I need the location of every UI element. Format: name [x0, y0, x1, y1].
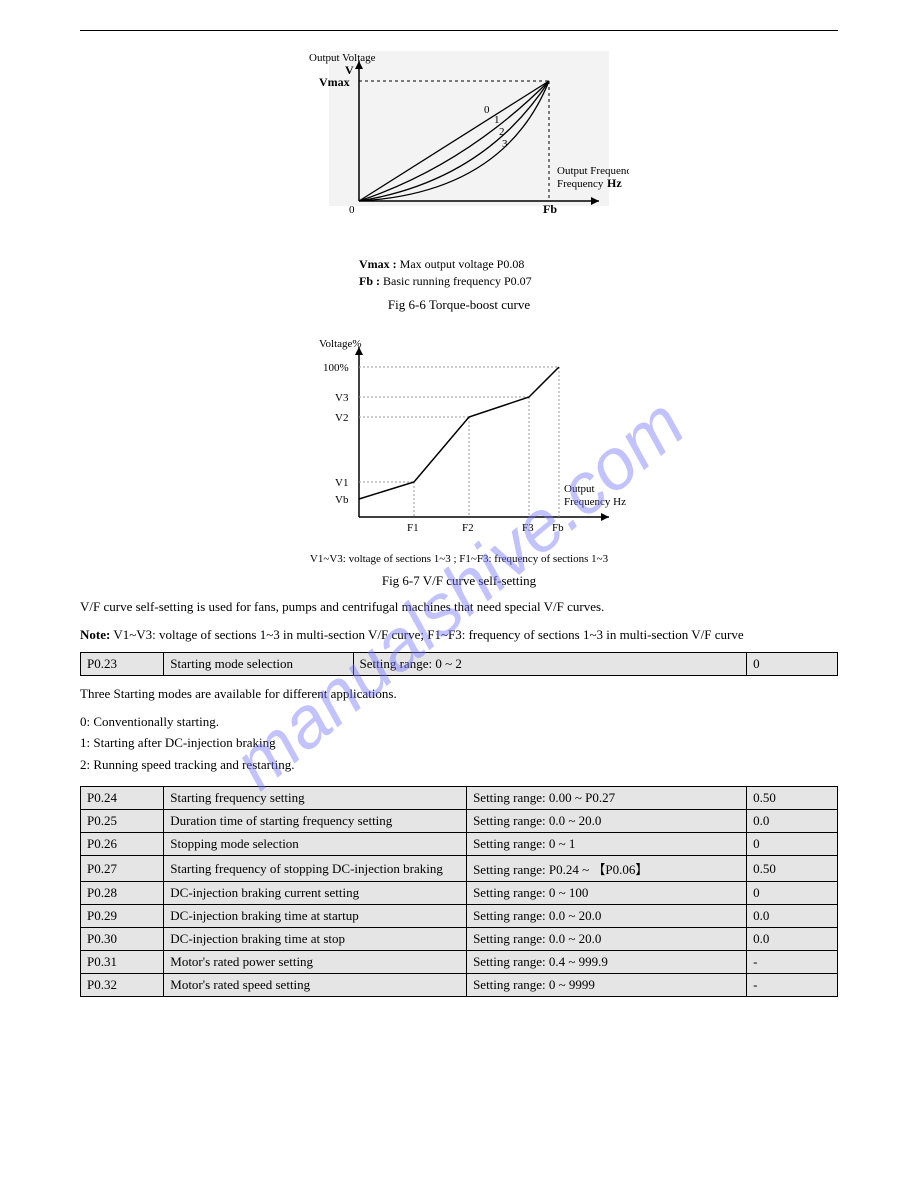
table-cell: Setting range: 0.0 ~ 20.0 — [467, 928, 747, 951]
table-cell: 0.0 — [747, 928, 838, 951]
curve-label-2: 2 — [499, 126, 505, 138]
c2-ylabel: Voltage% — [319, 338, 362, 350]
t1-c2: Setting range: 0 ~ 2 — [353, 653, 747, 676]
table-cell: 0.0 — [747, 810, 838, 833]
note-line: Note: V1~V3: voltage of sections 1~3 in … — [80, 625, 838, 645]
table-cell: 0 — [747, 882, 838, 905]
start-item-1: 1: Starting after DC-injection braking — [80, 733, 838, 753]
param-table-2: P0.24Starting frequency settingSetting r… — [80, 786, 838, 997]
table-cell: P0.27 — [81, 856, 164, 882]
table-cell: P0.28 — [81, 882, 164, 905]
table-cell: Stopping mode selection — [164, 833, 467, 856]
c2-y-100: 100% — [323, 362, 349, 374]
table-cell: 0.0 — [747, 905, 838, 928]
start-item-0: 0: Conventionally starting. — [80, 712, 838, 732]
table-cell: Starting frequency of stopping DC-inject… — [164, 856, 467, 882]
table-cell: P0.31 — [81, 951, 164, 974]
table-cell: Motor's rated power setting — [164, 951, 467, 974]
table-cell: P0.32 — [81, 974, 164, 997]
table-cell: P0.24 — [81, 787, 164, 810]
curve-label-1: 1 — [494, 114, 500, 126]
t1-c0: P0.23 — [81, 653, 164, 676]
figure-2: 100% V3 V2 V1 Vb F1 F2 F3 Fb Voltage% Ou… — [80, 327, 838, 589]
top-rule — [80, 30, 838, 31]
chart1-cap2-text: Basic running frequency P0.07 — [380, 274, 532, 288]
start-intro: Three Starting modes are available for d… — [80, 684, 838, 704]
table-row: P0.28DC-injection braking current settin… — [81, 882, 838, 905]
chart1-cap2-prefix: Fb : — [359, 274, 380, 288]
c2-y-v1: V1 — [335, 477, 348, 489]
table-cell: Setting range: 0.0 ~ 20.0 — [467, 905, 747, 928]
table-cell: Setting range: 0.4 ~ 999.9 — [467, 951, 747, 974]
chart1-svg: 0 1 2 3 Output Voltage V Vmax 0 Fb Outpu… — [289, 41, 629, 251]
curve-label-0: 0 — [484, 104, 490, 116]
chart1-xunit: Hz — [607, 176, 622, 190]
table-row: P0.25Duration time of starting frequency… — [81, 810, 838, 833]
figure-1: 0 1 2 3 Output Voltage V Vmax 0 Fb Outpu… — [80, 41, 838, 313]
table-row: P0.30DC-injection braking time at stopSe… — [81, 928, 838, 951]
c2-x-f3: F3 — [522, 522, 534, 534]
table-cell: Starting frequency setting — [164, 787, 467, 810]
chart1-ylabel: Output Voltage — [309, 52, 376, 64]
c2-x-f1: F1 — [407, 522, 419, 534]
table-cell: P0.30 — [81, 928, 164, 951]
svg-text:Frequency Hz: Frequency Hz — [564, 496, 626, 508]
chart1-vmax: Vmax — [319, 75, 350, 89]
table-row: P0.29DC-injection braking time at startu… — [81, 905, 838, 928]
param-table-1: P0.23 Starting mode selection Setting ra… — [80, 652, 838, 676]
table-cell: Duration time of starting frequency sett… — [164, 810, 467, 833]
table-cell: 0.50 — [747, 787, 838, 810]
table-cell: P0.26 — [81, 833, 164, 856]
table-cell: Setting range: P0.24 ~ 【P0.06】 — [467, 856, 747, 882]
table-cell: DC-injection braking time at startup — [164, 905, 467, 928]
svg-text:Frequency: Frequency — [557, 178, 604, 190]
svg-text:Output: Output — [564, 483, 595, 495]
chart1-cap1-prefix: Vmax : — [359, 257, 397, 271]
table-cell: P0.25 — [81, 810, 164, 833]
chart2-svg: 100% V3 V2 V1 Vb F1 F2 F3 Fb Voltage% Ou… — [279, 327, 639, 547]
c2-x-f2: F2 — [462, 522, 474, 534]
table-cell: Motor's rated speed setting — [164, 974, 467, 997]
chart2-fig-caption: Fig 6-7 V/F curve self-setting — [80, 573, 838, 589]
table-cell: Setting range: 0 ~ 1 — [467, 833, 747, 856]
c2-y-vb: Vb — [335, 494, 349, 506]
chart1-origin: 0 — [349, 204, 355, 216]
start-item-2: 2: Running speed tracking and restarting… — [80, 755, 838, 775]
table-cell: DC-injection braking time at stop — [164, 928, 467, 951]
note-label: Note: — [80, 627, 110, 642]
curve-label-3: 3 — [502, 138, 508, 150]
table-cell: Setting range: 0.00 ~ P0.27 — [467, 787, 747, 810]
c2-y-v3: V3 — [335, 392, 349, 404]
table-cell: P0.29 — [81, 905, 164, 928]
table-row: P0.24Starting frequency settingSetting r… — [81, 787, 838, 810]
table-row: P0.32Motor's rated speed settingSetting … — [81, 974, 838, 997]
table-cell: DC-injection braking current setting — [164, 882, 467, 905]
note-text: V1~V3: voltage of sections 1~3 in multi-… — [110, 627, 743, 642]
table-cell: - — [747, 974, 838, 997]
c2-x-fb: Fb — [552, 522, 564, 534]
table-cell: Setting range: 0 ~ 100 — [467, 882, 747, 905]
t1-c1: Starting mode selection — [164, 653, 353, 676]
c2-y-v2: V2 — [335, 412, 348, 424]
table-cell: Setting range: 0 ~ 9999 — [467, 974, 747, 997]
table-row: P0.27Starting frequency of stopping DC-i… — [81, 856, 838, 882]
chart2-caption: V1~V3: voltage of sections 1~3 ; F1~F3: … — [279, 553, 639, 565]
table-cell: - — [747, 951, 838, 974]
table-cell: Setting range: 0.0 ~ 20.0 — [467, 810, 747, 833]
chart1-cap1-text: Max output voltage P0.08 — [397, 257, 525, 271]
page-root: manualshive.com 0 1 — [0, 0, 918, 1188]
chart1-fb: Fb — [543, 202, 557, 216]
table-cell: 0.50 — [747, 856, 838, 882]
table-row: P0.26Stopping mode selectionSetting rang… — [81, 833, 838, 856]
table-cell: 0 — [747, 833, 838, 856]
chart1-fig-caption: Fig 6-6 Torque-boost curve — [80, 297, 838, 313]
vf-note: V/F curve self-setting is used for fans,… — [80, 597, 838, 617]
table-row: P0.31Motor's rated power settingSetting … — [81, 951, 838, 974]
t1-c3: 0 — [747, 653, 838, 676]
